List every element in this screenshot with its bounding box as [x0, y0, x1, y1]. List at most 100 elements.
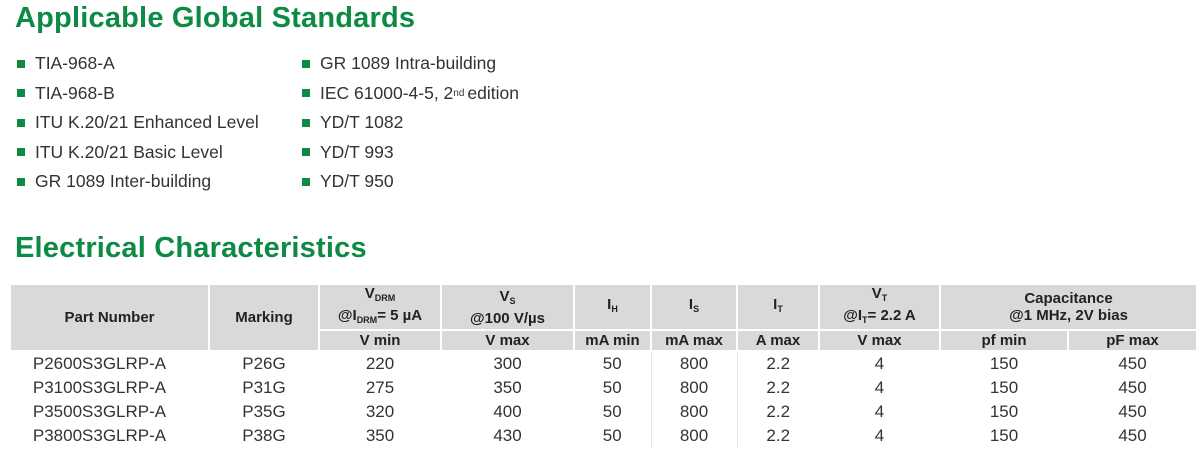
header-text: I — [773, 296, 778, 313]
square-bullet-icon — [17, 89, 25, 98]
header-it: IT — [736, 283, 820, 331]
table-cell: P26G — [242, 354, 286, 373]
header-text: V — [364, 285, 375, 302]
list-item: GR 1089 Intra-building — [300, 49, 519, 79]
header-text: I — [688, 296, 694, 313]
table-cell: 4 — [874, 378, 885, 397]
table-cell: 2.2 — [736, 351, 819, 376]
unit-vs: V max — [440, 329, 575, 352]
table-cell: 400 — [493, 402, 522, 421]
table-cell: 300 — [493, 354, 522, 373]
header-text: T — [862, 315, 868, 325]
table-cell: P3500S3GLRP-A — [32, 402, 167, 421]
table-cell: 450 — [1118, 426, 1147, 445]
item-text: TIA-968-B — [35, 82, 115, 103]
item-text: ITU K.20/21 Basic Level — [35, 141, 223, 162]
square-bullet-icon — [302, 177, 310, 186]
header-text: Capacitance — [1024, 290, 1113, 307]
list-item: GR 1089 Inter-building — [15, 167, 259, 197]
header-capacitance: Capacitance @1 MHz, 2V bias — [938, 283, 1199, 331]
header-text: S — [509, 295, 516, 306]
electrical-title: Electrical Characteristics — [15, 232, 367, 264]
table-cell: 450 — [1118, 378, 1147, 397]
table-cell: 450 — [1118, 402, 1147, 421]
table-cell: 4 — [874, 426, 885, 445]
table-cell: 800 — [650, 424, 737, 448]
table-cell: 2.2 — [736, 424, 819, 448]
item-text: ITU K.20/21 Enhanced Level — [35, 112, 259, 133]
table-cell: 150 — [989, 402, 1019, 421]
table-cell: P3100S3GLRP-A — [32, 378, 167, 397]
unit-cap-min: pf min — [939, 329, 1069, 352]
table-cell: P3800S3GLRP-A — [32, 426, 167, 445]
table-cell: 2.2 — [736, 400, 819, 424]
table-cell: 4 — [874, 402, 885, 421]
item-text: YD/T 950 — [320, 171, 394, 192]
table-cell: 450 — [1118, 354, 1147, 373]
table-cell: 150 — [989, 354, 1019, 373]
superscript: nd — [453, 87, 465, 99]
item-text: YD/T 1082 — [320, 112, 404, 133]
table-cell: 430 — [493, 426, 522, 445]
item-text: GR 1089 Intra-building — [320, 53, 497, 74]
square-bullet-icon — [302, 59, 310, 68]
table-cell: 50 — [602, 426, 622, 445]
item-text-after: edition — [467, 82, 519, 103]
electrical-table: Part Number Marking VDRM @IDRM= 5 µA VS @1… — [9, 283, 1199, 448]
table-cell: 4 — [874, 354, 885, 373]
header-text: H — [611, 304, 618, 314]
list-item: YD/T 1082 — [300, 108, 519, 138]
header-text: DRM — [374, 293, 396, 303]
unit-vt: V max — [818, 329, 941, 352]
list-item: TIA-968-A — [15, 49, 259, 79]
table-cell: 800 — [650, 400, 737, 424]
unit-is: mA max — [650, 329, 738, 352]
header-vt: VT @IT= 2.2 A — [818, 283, 941, 331]
table-cell: P38G — [242, 426, 286, 445]
item-text: GR 1089 Inter-building — [35, 171, 212, 192]
header-text: DRM — [356, 315, 378, 325]
table-cell: 800 — [650, 351, 737, 376]
square-bullet-icon — [302, 89, 310, 98]
table-cell: 350 — [493, 378, 522, 397]
square-bullet-icon — [302, 118, 310, 127]
header-text: = 5 µA — [377, 307, 423, 324]
header-text: V — [499, 287, 510, 305]
header-text: I — [607, 296, 612, 313]
table-row: P3500S3GLRP-A P35G 320 400 50 800 2.2 4 150 450 — [10, 400, 1197, 424]
list-item: TIA-968-B — [15, 79, 259, 109]
table-row: P3100S3GLRP-A P31G 275 350 50 800 2.2 4 150 450 — [10, 376, 1197, 400]
table-cell: 800 — [650, 376, 737, 400]
table-cell: P2600S3GLRP-A — [32, 354, 167, 373]
standards-list-1: TIA-968-A TIA-968-B ITU K.20/21 Enhanced… — [15, 49, 259, 197]
header-vs: VS @100 V/µs — [440, 283, 575, 331]
unit-it: A max — [736, 329, 820, 352]
list-item: YD/T 950 — [300, 167, 519, 197]
unit-cap-max: pF max — [1066, 329, 1199, 352]
header-text: T — [881, 293, 888, 303]
header-text: @I — [337, 307, 357, 324]
table-cell: 50 — [602, 354, 622, 373]
unit-ih: mA min — [573, 329, 652, 352]
list-item: ITU K.20/21 Enhanced Level — [15, 108, 259, 138]
header-vdrm: VDRM @IDRM= 5 µA — [318, 283, 442, 331]
table-cell: P31G — [242, 378, 286, 397]
header-text: V — [871, 285, 882, 302]
table-cell: 50 — [602, 378, 622, 397]
table-cell: 350 — [365, 426, 395, 445]
table-cell: 150 — [989, 378, 1019, 397]
header-marking: Marking — [208, 283, 320, 352]
square-bullet-icon — [17, 118, 25, 127]
header-text: = 2.2 A — [867, 307, 916, 324]
item-text: TIA-968-A — [35, 53, 115, 74]
table-cell: 220 — [365, 354, 395, 373]
header-part-number: Part Number — [9, 283, 210, 352]
header-text: T — [777, 304, 783, 314]
square-bullet-icon — [17, 59, 25, 68]
table-row: P2600S3GLRP-A P26G 220 300 50 800 2.2 4 150 450 — [10, 351, 1197, 376]
square-bullet-icon — [302, 148, 310, 157]
table-cell: 50 — [602, 402, 622, 421]
table-cell: P35G — [242, 402, 286, 421]
list-item: ITU K.20/21 Basic Level — [15, 138, 259, 168]
